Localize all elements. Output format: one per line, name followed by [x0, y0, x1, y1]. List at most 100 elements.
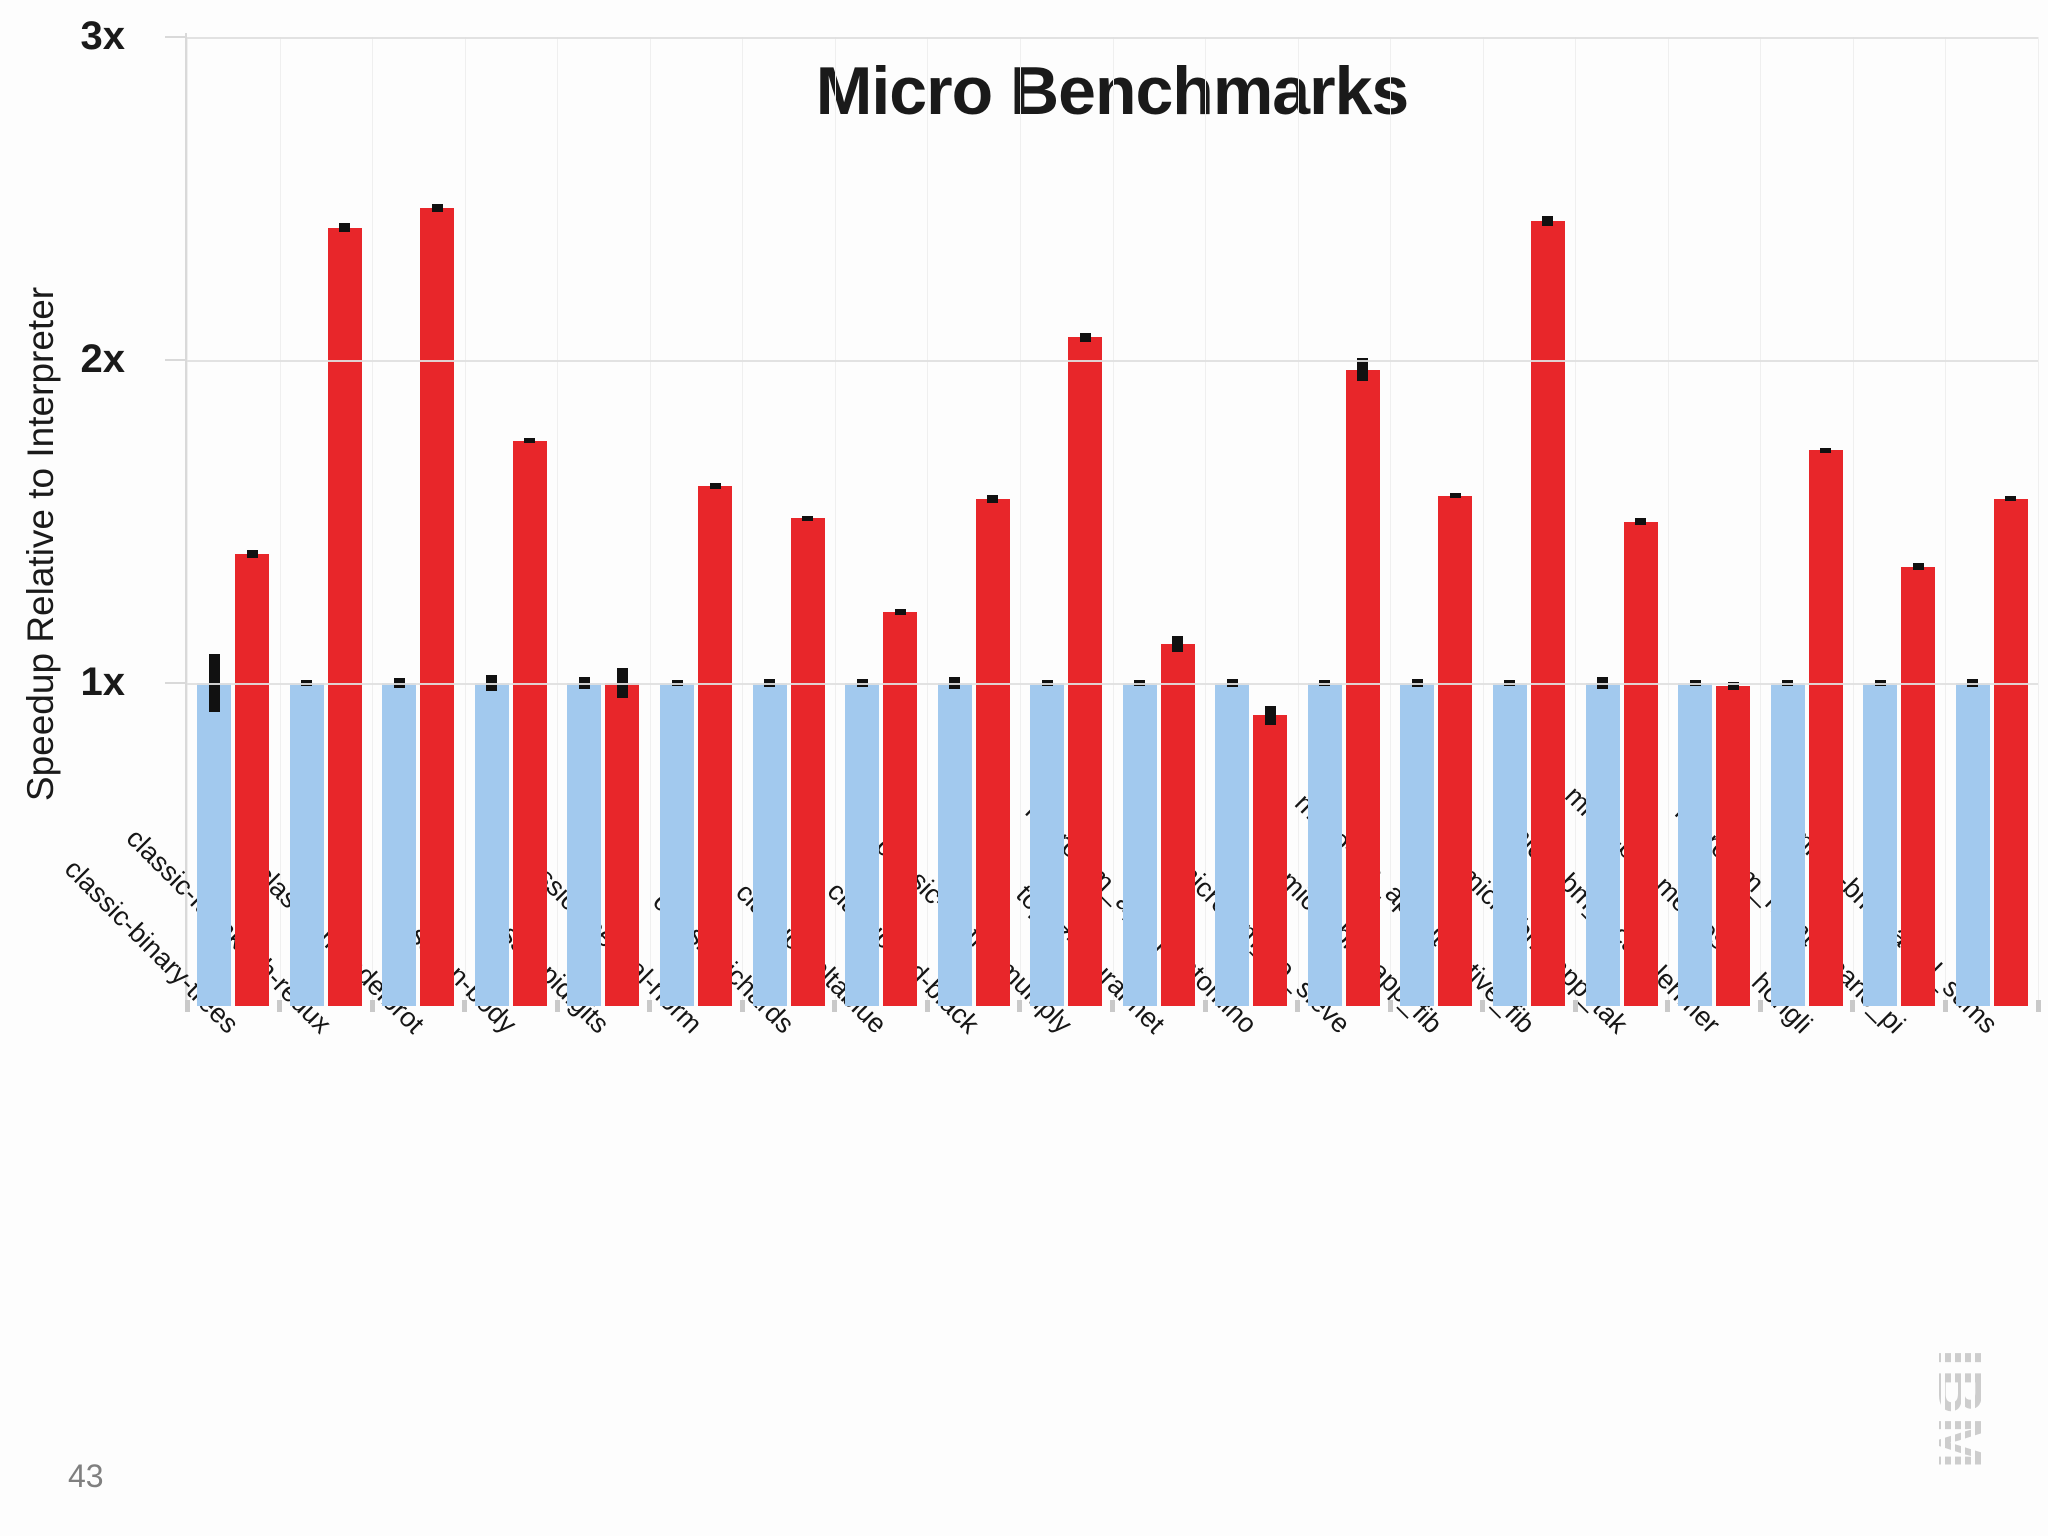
- blue-bar-micro-bm_monte_carlo_pi: [1863, 683, 1898, 1006]
- blue-bar-micro-bm_lucas_lehmer: [1678, 683, 1713, 1006]
- blue-bar-classic-matrix-multiply: [1030, 683, 1065, 1006]
- bar-group-classic-mandelbrot: [372, 37, 465, 1006]
- bar-group-classic-deltablue: [835, 37, 928, 1006]
- x-tick-mark: [1017, 1000, 1023, 1012]
- vertical-gridline: [742, 37, 744, 1006]
- blue-error-bar-classic-n-body: [486, 674, 498, 692]
- red-bar-classic-spectral-norm: [698, 485, 733, 1006]
- red-error-bar-micro-bm_mergesort_hongli: [1820, 447, 1832, 453]
- blue-bar-classic-richards: [752, 683, 787, 1006]
- red-bar-classic-red-black: [975, 498, 1010, 1006]
- blue-error-bar-micro-bm_app_pentomino: [1226, 679, 1238, 687]
- vertical-gridline: [1019, 37, 1021, 1006]
- red-error-bar-classic-matrix-multiply: [1079, 332, 1091, 343]
- horizontal-gridline-1x: [187, 683, 2038, 685]
- bar-group-micro-bm_lucas_lehmer: [1668, 37, 1761, 1006]
- vertical-gridline: [927, 37, 929, 1006]
- ibm-logo: IBM: [1925, 1349, 1994, 1499]
- red-bar-micro-bm_app_tak: [1623, 521, 1658, 1006]
- blue-error-bar-classic-mandelbrot: [393, 678, 405, 688]
- red-error-bar-classic-binary-trees: [246, 549, 258, 558]
- red-bar-topaz-neural-net: [1160, 644, 1195, 1006]
- y-tick-2x: 2x: [80, 337, 126, 381]
- blue-bar-micro-bm_partial_sums: [1955, 683, 1990, 1006]
- blue-error-bar-micro-bm_so_sieve: [1319, 679, 1331, 687]
- x-tick-mark: [462, 1000, 468, 1012]
- vertical-gridline: [1482, 37, 1484, 1006]
- blue-bar-micro-bm_so_sieve: [1307, 683, 1342, 1006]
- horizontal-gridline-3x: [187, 37, 2038, 39]
- vertical-gridline: [1575, 37, 1577, 1006]
- blue-error-bar-micro-bm_mergesort_hongli: [1782, 680, 1794, 686]
- red-error-bar-classic-pidigits: [616, 668, 628, 698]
- blue-error-bar-micro-bm_partial_sums: [1967, 679, 1979, 687]
- x-tick-mark: [2035, 1000, 2041, 1012]
- red-bar-micro-bm_monte_carlo_pi: [1901, 566, 1936, 1006]
- blue-error-bar-micro-bm_app_tak: [1597, 676, 1609, 690]
- blue-bar-classic-mandelbrot: [382, 683, 417, 1006]
- blue-error-bar-topaz-neural-net: [1134, 680, 1146, 686]
- red-error-bar-micro-bm_app_iterative_fib: [1542, 216, 1554, 226]
- blue-error-bar-classic-matrix-multiply: [1041, 680, 1053, 686]
- blue-error-bar-micro-bm_lucas_lehmer: [1689, 679, 1701, 687]
- y-tick-1x: 1x: [80, 660, 126, 704]
- red-bar-micro-bm_partial_sums: [1993, 498, 2028, 1006]
- bar-group-classic-binary-trees: [187, 37, 280, 1006]
- bar-group-classic-red-black: [927, 37, 1020, 1006]
- blue-bar-classic-pidigits: [567, 683, 602, 1006]
- bar-group-micro-bm_app_pentomino: [1205, 37, 1298, 1006]
- x-tick-mark: [184, 1000, 190, 1012]
- blue-bar-classic-spectral-norm: [660, 683, 695, 1006]
- vertical-gridline: [1667, 37, 1669, 1006]
- x-tick-mark: [1295, 1000, 1301, 1012]
- blue-error-bar-classic-deltablue: [856, 679, 868, 687]
- blue-bar-micro-bm_app_tak: [1585, 683, 1620, 1006]
- vertical-gridline: [1945, 37, 1947, 1006]
- blue-error-bar-micro-bm_monte_carlo_pi: [1874, 680, 1886, 686]
- red-bar-micro-bm_lucas_lehmer: [1716, 686, 1751, 1006]
- bar-group-classic-matrix-multiply: [1020, 37, 1113, 1006]
- blue-bar-micro-bm_app_iterative_fib: [1492, 683, 1527, 1006]
- x-tick-mark: [1757, 1000, 1763, 1012]
- x-tick-mark: [924, 1000, 930, 1012]
- y-tick-mark-3x: [165, 36, 187, 38]
- bar-group-micro-bm_mergesort_hongli: [1760, 37, 1853, 1006]
- red-error-bar-micro-bm_app_pentomino: [1264, 705, 1276, 725]
- vertical-gridline: [1852, 37, 1854, 1006]
- x-tick-mark: [369, 1000, 375, 1012]
- blue-error-bar-classic-richards: [764, 679, 776, 687]
- blue-bar-classic-red-black: [937, 683, 972, 1006]
- red-error-bar-classic-richards: [802, 515, 814, 521]
- y-axis-line: [185, 33, 187, 1008]
- red-error-bar-classic-fannkuch-redux: [339, 222, 351, 233]
- vertical-gridline: [187, 37, 188, 1006]
- x-tick-mark: [277, 1000, 283, 1012]
- x-tick-mark: [1665, 1000, 1671, 1012]
- bar-group-classic-fannkuch-redux: [280, 37, 373, 1006]
- vertical-gridline: [464, 37, 466, 1006]
- x-tick-mark: [739, 1000, 745, 1012]
- horizontal-gridline-2x: [187, 360, 2038, 362]
- bar-group-micro-bm_app_fib: [1390, 37, 1483, 1006]
- vertical-gridline: [2038, 37, 2039, 1006]
- red-error-bar-classic-red-black: [987, 495, 999, 503]
- red-bar-classic-richards: [790, 518, 825, 1006]
- red-error-bar-micro-bm_lucas_lehmer: [1727, 682, 1739, 691]
- vertical-gridline: [279, 37, 281, 1006]
- x-tick-mark: [1480, 1000, 1486, 1012]
- red-bar-micro-bm_app_iterative_fib: [1530, 221, 1565, 1006]
- blue-error-bar-classic-fannkuch-redux: [301, 679, 313, 687]
- y-tick-mark-2x: [165, 359, 187, 361]
- plot-area: [187, 37, 2039, 1006]
- bar-group-classic-richards: [742, 37, 835, 1006]
- x-tick-mark: [1202, 1000, 1208, 1012]
- bar-group-classic-n-body: [465, 37, 558, 1006]
- red-error-bar-micro-bm_app_fib: [1449, 493, 1461, 499]
- vertical-gridline: [1760, 37, 1762, 1006]
- x-tick-mark: [647, 1000, 653, 1012]
- bar-group-micro-bm_partial_sums: [1945, 37, 2038, 1006]
- y-tick-mark-1x: [165, 682, 187, 684]
- blue-bar-classic-deltablue: [845, 683, 880, 1006]
- red-error-bar-micro-bm_app_tak: [1635, 518, 1647, 525]
- bar-group-micro-bm_monte_carlo_pi: [1853, 37, 1946, 1006]
